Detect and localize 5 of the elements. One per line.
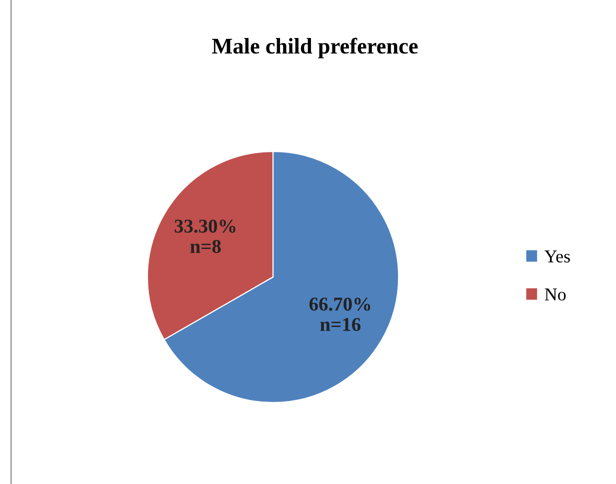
legend-label: Yes: [544, 250, 570, 262]
legend-label: No: [544, 288, 566, 301]
chart-title: Male child preference: [212, 38, 418, 58]
data-label: 66.70% n=16: [309, 298, 370, 332]
data-label: 33.30% n=8: [174, 220, 236, 254]
